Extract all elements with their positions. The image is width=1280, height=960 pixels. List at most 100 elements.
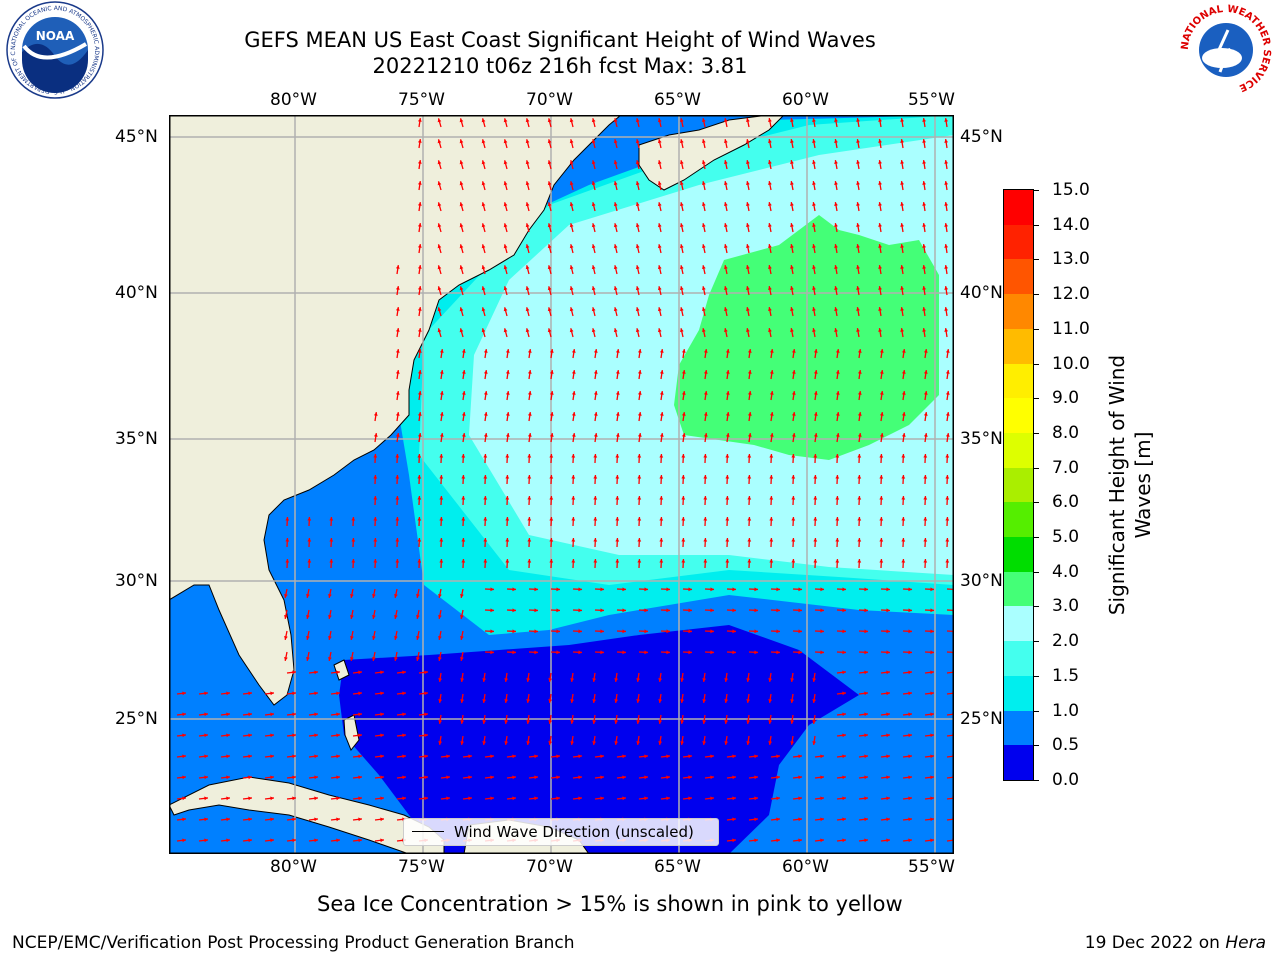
wave-arrow-head: [923, 496, 928, 500]
wave-arrow-head: [923, 349, 928, 353]
wave-arrow-head: [768, 139, 772, 143]
wave-arrow-head: [578, 775, 582, 780]
wave-arrow-head: [945, 391, 950, 395]
colorbar-tick-mark: [1033, 641, 1039, 643]
wave-arrow-head: [547, 286, 552, 291]
wave-arrow-head: [776, 629, 780, 634]
wave-arrow-head: [505, 349, 510, 353]
wave-arrow-head: [556, 608, 560, 613]
wave-arrow-head: [569, 244, 574, 249]
wave-arrow-head: [512, 608, 516, 613]
colorbar-tick-mark: [1033, 675, 1039, 677]
wave-arrow-head: [864, 733, 868, 738]
wave-arrow-head: [790, 202, 794, 206]
wave-arrow-head: [637, 517, 642, 521]
wave-arrow-head: [460, 593, 464, 598]
wave-arrow-head: [600, 796, 604, 801]
wave-arrow-head: [635, 202, 640, 207]
wave-arrow-head: [593, 475, 598, 479]
wave-arrow-head: [373, 433, 378, 437]
wave-arrow-head: [615, 496, 620, 500]
wave-arrow-head: [812, 286, 816, 290]
wave-arrow-head: [306, 614, 310, 619]
wave-arrow-head: [503, 181, 508, 186]
wave-arrow-head: [503, 328, 508, 333]
colorbar-segment: [1004, 224, 1033, 260]
wave-arrow-head: [879, 475, 884, 479]
wave-arrow-head: [886, 670, 890, 675]
wave-arrow-head: [635, 328, 640, 333]
wave-arrow-head: [248, 775, 252, 780]
wave-arrow-head: [725, 496, 730, 500]
wave-arrow-head: [688, 775, 692, 780]
wave-arrow-head: [622, 650, 626, 655]
wave-arrow-head: [527, 412, 532, 416]
wave-arrow-head: [703, 412, 708, 416]
wave-arrow-head: [702, 741, 707, 745]
wave-arrow-head: [182, 775, 186, 780]
wave-arrow-head: [878, 307, 882, 311]
wave-arrow-head: [395, 307, 400, 311]
wave-arrow-head: [930, 587, 934, 592]
colorbar-segment: [1004, 502, 1033, 538]
wave-arrow-head: [725, 475, 730, 479]
wave-arrow-head: [270, 754, 274, 759]
land-usa: [169, 115, 622, 706]
wave-arrow-head: [483, 496, 488, 500]
wave-arrow-head: [703, 496, 708, 500]
wave-arrow-head: [856, 265, 860, 269]
wave-arrow-head: [679, 160, 684, 165]
wave-arrow-head: [417, 307, 422, 311]
wave-arrow-head: [571, 559, 576, 563]
wave-arrow-head: [754, 587, 758, 592]
wave-arrow-head: [439, 475, 444, 479]
noaa-logo: NATIONAL OCEANIC AND ATMOSPHERIC ADMINIS…: [0, 0, 104, 99]
wave-arrow-head: [549, 475, 554, 479]
wave-arrow-head: [402, 733, 406, 738]
wave-arrow-head: [270, 691, 274, 696]
wave-arrow-head: [922, 181, 927, 185]
wave-arrow-head: [460, 741, 465, 745]
wave-arrow-head: [746, 265, 750, 270]
wave-arrow-head: [461, 475, 466, 479]
wave-arrow-head: [710, 629, 714, 634]
lon-label-top-55w: 55°W: [908, 90, 955, 110]
wave-arrow-head: [248, 838, 252, 843]
wave-arrow-head: [944, 139, 949, 143]
wave-arrow-head: [790, 244, 794, 248]
wave-arrow-head: [688, 650, 692, 655]
wave-arrow-head: [468, 754, 472, 759]
wave-arrow-head: [944, 307, 949, 311]
wave-arrow-head: [615, 349, 620, 353]
wave-arrow-head: [635, 307, 640, 312]
wave-arrow-head: [505, 559, 510, 563]
wave-arrow-head: [549, 496, 554, 500]
wave-arrow-head: [549, 433, 554, 437]
wave-arrow-head: [512, 650, 516, 655]
wave-arrow-head: [923, 517, 928, 521]
wave-arrow-head: [395, 370, 400, 374]
colorbar-tick-label: 0.5: [1052, 735, 1080, 756]
wave-arrow-head: [856, 181, 860, 185]
wave-arrow-head: [637, 475, 642, 479]
wave-arrow-head: [571, 412, 576, 416]
wave-arrow-head: [527, 454, 532, 458]
wave-arrow-head: [776, 775, 780, 780]
wave-arrow-head: [842, 650, 846, 655]
wave-arrow-head: [591, 307, 596, 312]
wave-arrow-head: [307, 538, 312, 542]
wave-arrow-head: [504, 699, 509, 703]
wave-arrow-head: [732, 817, 736, 822]
wave-arrow-head: [329, 538, 334, 542]
wave-arrow-head: [635, 181, 640, 186]
wave-arrow-head: [424, 691, 428, 696]
wave-arrow-head: [637, 559, 642, 563]
wave-arrow-head: [417, 391, 422, 395]
colorbar-tick-label: 6.0: [1052, 492, 1080, 513]
wave-arrow-head: [886, 629, 890, 634]
wave-arrow-head: [461, 370, 466, 374]
wave-arrow-head: [820, 650, 824, 655]
wave-arrow-head: [666, 775, 670, 780]
wave-arrow-head: [820, 817, 824, 822]
wave-arrow-head: [292, 775, 296, 780]
